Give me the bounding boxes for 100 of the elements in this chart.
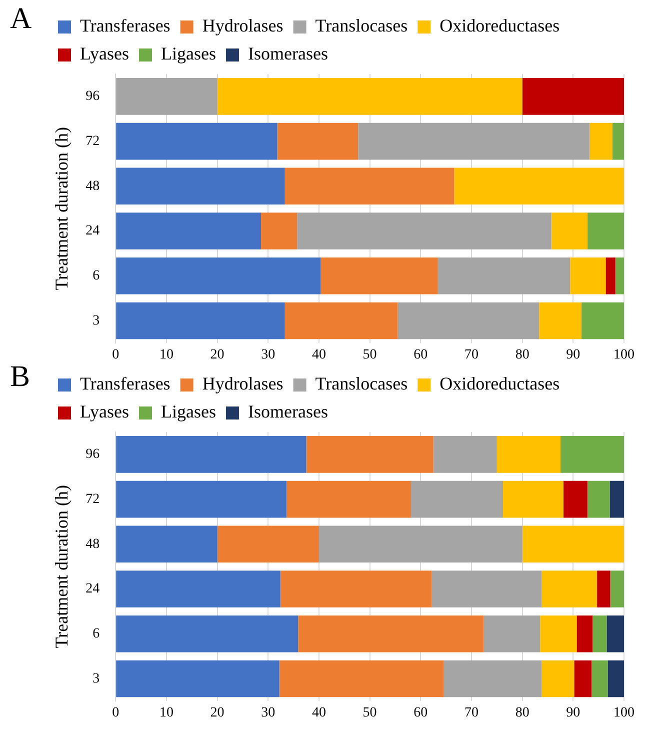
legend-label: Ligases <box>160 44 216 64</box>
bar <box>318 526 522 563</box>
y-tick-label: 3 <box>92 671 100 686</box>
bar <box>279 660 444 698</box>
bar <box>587 212 624 250</box>
bar <box>484 616 540 652</box>
bar <box>116 480 286 518</box>
bar <box>116 78 218 115</box>
bar <box>576 616 592 652</box>
x-tick-label: 20 <box>210 705 224 720</box>
bar <box>597 570 610 608</box>
bar <box>358 122 590 160</box>
bar <box>610 480 624 518</box>
legend-label: Oxidoreductases <box>440 16 560 36</box>
bar <box>551 212 588 250</box>
chart-title: A <box>10 2 32 36</box>
bar <box>277 122 358 160</box>
bar <box>217 78 522 115</box>
bar <box>587 480 610 518</box>
x-tick-label: 0 <box>112 347 120 362</box>
bar <box>320 258 438 294</box>
bar <box>606 616 624 652</box>
y-tick-label: 24 <box>86 224 100 239</box>
chart-title: B <box>10 360 30 394</box>
y-tick-label: 72 <box>86 492 100 507</box>
bar <box>540 616 577 652</box>
bar <box>261 212 298 250</box>
x-tick-label: 50 <box>362 705 377 720</box>
legend-label: Translocases <box>315 16 408 36</box>
bar <box>503 480 564 518</box>
bar <box>432 570 542 608</box>
legend-label: Lyases <box>80 44 129 64</box>
x-tick-label: 60 <box>414 705 428 720</box>
bar <box>116 526 218 563</box>
x-tick-label: 20 <box>210 347 224 362</box>
bar <box>286 480 411 518</box>
bar <box>606 258 616 294</box>
y-tick-label: 24 <box>86 582 100 597</box>
bar <box>564 480 588 518</box>
bar <box>522 526 624 563</box>
y-tick-label: 96 <box>86 447 100 462</box>
x-tick-label: 50 <box>362 347 377 362</box>
bar <box>306 436 434 473</box>
bar <box>284 302 398 340</box>
bar <box>116 436 306 473</box>
legend-label: Hydrolases <box>202 16 284 36</box>
bar <box>116 660 280 698</box>
x-tick-label: 30 <box>261 347 276 362</box>
bar <box>280 570 432 608</box>
x-tick-label: 30 <box>261 705 276 720</box>
bar <box>589 122 612 160</box>
bar <box>539 302 582 340</box>
bar <box>581 302 624 340</box>
legend-label: Translocases <box>315 374 408 394</box>
legend-label: Isomerases <box>248 402 328 422</box>
y-tick-label: 6 <box>92 626 100 642</box>
bar <box>297 212 552 250</box>
bar <box>116 616 298 652</box>
bar <box>496 436 560 473</box>
bar <box>560 436 624 473</box>
bar <box>116 570 280 608</box>
x-tick-label: 80 <box>515 705 530 720</box>
bar <box>608 660 624 698</box>
legend-label: Transferases <box>80 374 170 394</box>
y-tick-label: 48 <box>86 536 100 552</box>
y-axis-title: Treatment duration (h) <box>52 484 72 648</box>
bar <box>542 660 574 698</box>
legend-label: Isomerases <box>248 44 328 64</box>
legend-label: Transferases <box>80 16 170 36</box>
legend-label: Ligases <box>160 402 216 422</box>
legend-label: Hydrolases <box>202 374 284 394</box>
x-tick-label: 100 <box>614 347 634 362</box>
bar <box>116 122 278 160</box>
x-tick-label: 10 <box>159 347 174 362</box>
bar <box>592 616 607 652</box>
x-tick-label: 40 <box>312 705 326 720</box>
bar <box>615 258 624 294</box>
x-tick-label: 10 <box>159 705 174 720</box>
y-axis-title: Treatment duration (h) <box>52 126 72 290</box>
bar <box>398 302 540 340</box>
bar <box>410 480 503 518</box>
x-tick-label: 100 <box>614 705 634 720</box>
bar <box>542 570 598 608</box>
y-tick-label: 72 <box>86 134 100 149</box>
x-tick-label: 90 <box>566 347 580 362</box>
y-tick-label: 6 <box>92 268 100 284</box>
bar <box>298 616 484 652</box>
bar <box>591 660 608 698</box>
bar <box>574 660 592 698</box>
legend-label: Lyases <box>80 402 129 422</box>
x-tick-label: 60 <box>414 347 428 362</box>
x-tick-label: 0 <box>112 705 120 720</box>
y-tick-label: 48 <box>86 178 100 194</box>
bar <box>522 78 624 115</box>
y-tick-label: 96 <box>86 89 100 104</box>
bar <box>612 122 624 160</box>
bar <box>116 302 285 340</box>
bar <box>116 258 320 294</box>
x-tick-label: 90 <box>566 705 580 720</box>
legend-label: Oxidoreductases <box>440 374 560 394</box>
